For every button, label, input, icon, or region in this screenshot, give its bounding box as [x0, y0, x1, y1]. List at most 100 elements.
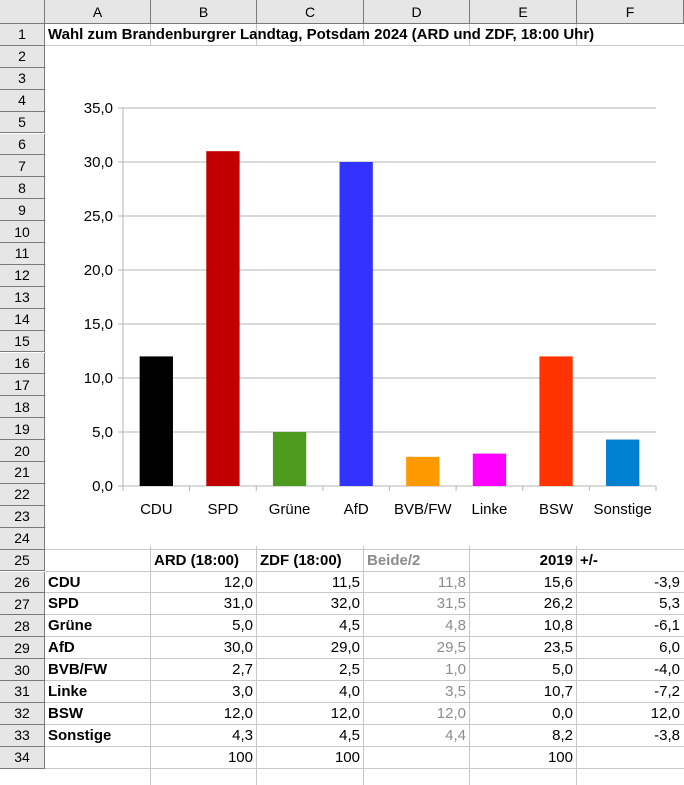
- row-header-25[interactable]: 25: [0, 549, 45, 572]
- row-header-13[interactable]: 13: [0, 286, 45, 309]
- value-cell[interactable]: 12,0: [330, 704, 360, 722]
- row-header-17[interactable]: 17: [0, 374, 45, 397]
- column-header-a[interactable]: A: [45, 0, 151, 24]
- value-cell[interactable]: 1,0: [445, 661, 466, 679]
- column-header-c[interactable]: C: [257, 0, 364, 24]
- row-header-8[interactable]: 8: [0, 177, 45, 200]
- sheet-title[interactable]: Wahl zum Brandenburgrer Landtag, Potsdam…: [48, 26, 595, 43]
- value-cell[interactable]: 100: [227, 748, 253, 766]
- value-cell[interactable]: 2,7: [232, 661, 253, 679]
- party-name-cell[interactable]: CDU: [48, 573, 81, 591]
- value-cell[interactable]: 26,2: [543, 595, 573, 613]
- row-header-28[interactable]: 28: [0, 615, 45, 638]
- row-header-30[interactable]: 30: [0, 659, 45, 681]
- value-cell[interactable]: 4,5: [339, 726, 360, 744]
- party-name-cell[interactable]: Grüne: [48, 617, 93, 635]
- value-cell[interactable]: 12,0: [650, 704, 680, 722]
- value-cell[interactable]: 29,0: [330, 639, 360, 657]
- value-cell[interactable]: 10,8: [543, 617, 573, 635]
- row-header-32[interactable]: 32: [0, 702, 45, 725]
- column-header-d[interactable]: D: [364, 0, 470, 24]
- row-header-26[interactable]: 26: [0, 571, 45, 594]
- row-header-20[interactable]: 20: [0, 440, 45, 462]
- value-cell[interactable]: 10,7: [543, 683, 573, 700]
- row-header-31[interactable]: 31: [0, 681, 45, 703]
- value-cell[interactable]: 4,0: [339, 683, 360, 700]
- value-cell[interactable]: 11,8: [437, 573, 466, 591]
- value-cell[interactable]: -3,8: [654, 726, 680, 744]
- value-cell[interactable]: 31,0: [223, 595, 253, 613]
- row-header-24[interactable]: 24: [0, 527, 45, 550]
- row-header-19[interactable]: 19: [0, 418, 45, 441]
- value-cell[interactable]: -3,9: [654, 573, 680, 591]
- value-cell[interactable]: 11,5: [331, 573, 360, 591]
- row-header-22[interactable]: 22: [0, 483, 45, 506]
- table-header-2[interactable]: ZDF (18:00): [260, 551, 342, 569]
- party-name-cell[interactable]: Sonstige: [48, 726, 112, 744]
- value-cell[interactable]: -6,1: [654, 617, 680, 635]
- party-name-cell[interactable]: Linke: [48, 683, 88, 700]
- row-header-6[interactable]: 6: [0, 133, 45, 156]
- column-header-b[interactable]: B: [151, 0, 257, 24]
- value-cell[interactable]: 12,0: [436, 704, 466, 722]
- value-cell[interactable]: -7,2: [654, 683, 680, 700]
- value-cell[interactable]: 0,0: [552, 704, 573, 722]
- value-cell[interactable]: 4,5: [339, 617, 360, 635]
- party-name-cell[interactable]: BSW: [48, 704, 83, 722]
- row-header-33[interactable]: 33: [0, 724, 45, 747]
- table-header-5[interactable]: +/-: [580, 551, 598, 569]
- value-cell[interactable]: 4,3: [232, 726, 253, 744]
- row-header-21[interactable]: 21: [0, 462, 45, 484]
- row-header-12[interactable]: 12: [0, 264, 45, 287]
- select-all-corner[interactable]: [0, 0, 45, 24]
- value-cell[interactable]: 3,0: [232, 683, 253, 700]
- value-cell[interactable]: 100: [334, 748, 360, 766]
- table-header-1[interactable]: ARD (18:00): [154, 551, 240, 569]
- row-header-14[interactable]: 14: [0, 308, 45, 331]
- row-header-3[interactable]: 3: [0, 67, 45, 90]
- value-cell[interactable]: 30,0: [223, 639, 253, 657]
- value-cell[interactable]: 12,0: [223, 704, 253, 722]
- row-header-16[interactable]: 16: [0, 352, 45, 375]
- party-name-cell[interactable]: BVB/FW: [48, 661, 108, 679]
- row-header-18[interactable]: 18: [0, 396, 45, 419]
- value-cell[interactable]: 32,0: [330, 595, 360, 613]
- row-header-23[interactable]: 23: [0, 505, 45, 528]
- value-cell[interactable]: 15,6: [543, 573, 573, 591]
- value-cell[interactable]: 100: [547, 748, 573, 766]
- row-header-7[interactable]: 7: [0, 155, 45, 178]
- value-cell[interactable]: 2,5: [339, 661, 360, 679]
- row-header-11[interactable]: 11: [0, 243, 45, 265]
- value-cell[interactable]: 5,0: [232, 617, 253, 635]
- value-cell[interactable]: 4,4: [445, 726, 466, 744]
- value-cell[interactable]: 5,3: [659, 595, 680, 613]
- value-cell[interactable]: 29,5: [436, 639, 466, 657]
- party-name-cell[interactable]: AfD: [48, 639, 75, 657]
- value-cell[interactable]: 3,5: [445, 683, 466, 700]
- bar-chart: 0,0 5,0 10,0 15,0 20,0 25,0 30,0 35,0 CDU SPD Grün…: [84, 100, 657, 518]
- value-cell[interactable]: 31,5: [436, 595, 466, 613]
- row-header-2[interactable]: 2: [0, 45, 45, 68]
- value-cell[interactable]: -4,0: [654, 661, 680, 679]
- party-name-cell[interactable]: SPD: [48, 595, 79, 613]
- row-header-5[interactable]: 5: [0, 111, 45, 134]
- row-header-1[interactable]: 1: [0, 24, 45, 46]
- value-cell[interactable]: 23,5: [543, 639, 573, 657]
- column-header-e[interactable]: E: [470, 0, 577, 24]
- value-cell[interactable]: 5,0: [552, 661, 573, 679]
- row-header-10[interactable]: 10: [0, 221, 45, 243]
- row-header-29[interactable]: 29: [0, 637, 45, 660]
- chart-area[interactable]: 0,0 5,0 10,0 15,0 20,0 25,0 30,0 35,0 CDU SPD Grün…: [46, 46, 684, 546]
- value-cell[interactable]: 8,2: [552, 726, 573, 744]
- row-header-9[interactable]: 9: [0, 199, 45, 222]
- value-cell[interactable]: 12,0: [223, 573, 253, 591]
- table-header-4[interactable]: 2019: [539, 551, 573, 569]
- row-header-27[interactable]: 27: [0, 593, 45, 616]
- table-header-3[interactable]: Beide/2: [367, 551, 421, 569]
- column-header-f[interactable]: F: [577, 0, 684, 24]
- value-cell[interactable]: 6,0: [659, 639, 680, 657]
- row-header-4[interactable]: 4: [0, 89, 45, 112]
- row-header-15[interactable]: 15: [0, 330, 45, 353]
- value-cell[interactable]: 4,8: [445, 617, 466, 635]
- row-header-34[interactable]: 34: [0, 746, 45, 769]
